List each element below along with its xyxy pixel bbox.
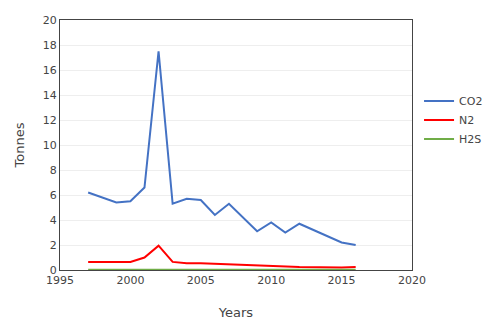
svg-text:Tonnes: Tonnes bbox=[12, 122, 27, 168]
svg-text:14: 14 bbox=[43, 89, 57, 102]
svg-text:2: 2 bbox=[50, 239, 57, 252]
svg-text:N2: N2 bbox=[459, 114, 474, 127]
svg-text:12: 12 bbox=[43, 114, 57, 127]
svg-text:CO2: CO2 bbox=[459, 95, 482, 108]
svg-text:Years: Years bbox=[218, 305, 254, 320]
svg-text:2020: 2020 bbox=[398, 274, 426, 287]
svg-text:10: 10 bbox=[43, 139, 57, 152]
svg-text:H2S: H2S bbox=[459, 133, 481, 146]
svg-text:18: 18 bbox=[43, 39, 57, 52]
svg-text:16: 16 bbox=[43, 64, 57, 77]
svg-text:4: 4 bbox=[50, 214, 57, 227]
svg-text:20: 20 bbox=[43, 14, 57, 27]
svg-text:2015: 2015 bbox=[328, 274, 356, 287]
svg-text:2005: 2005 bbox=[187, 274, 215, 287]
svg-text:2010: 2010 bbox=[257, 274, 285, 287]
svg-text:1995: 1995 bbox=[46, 274, 74, 287]
svg-text:8: 8 bbox=[50, 164, 57, 177]
svg-text:2000: 2000 bbox=[116, 274, 144, 287]
svg-text:6: 6 bbox=[50, 189, 57, 202]
svg-text:0: 0 bbox=[50, 264, 57, 277]
